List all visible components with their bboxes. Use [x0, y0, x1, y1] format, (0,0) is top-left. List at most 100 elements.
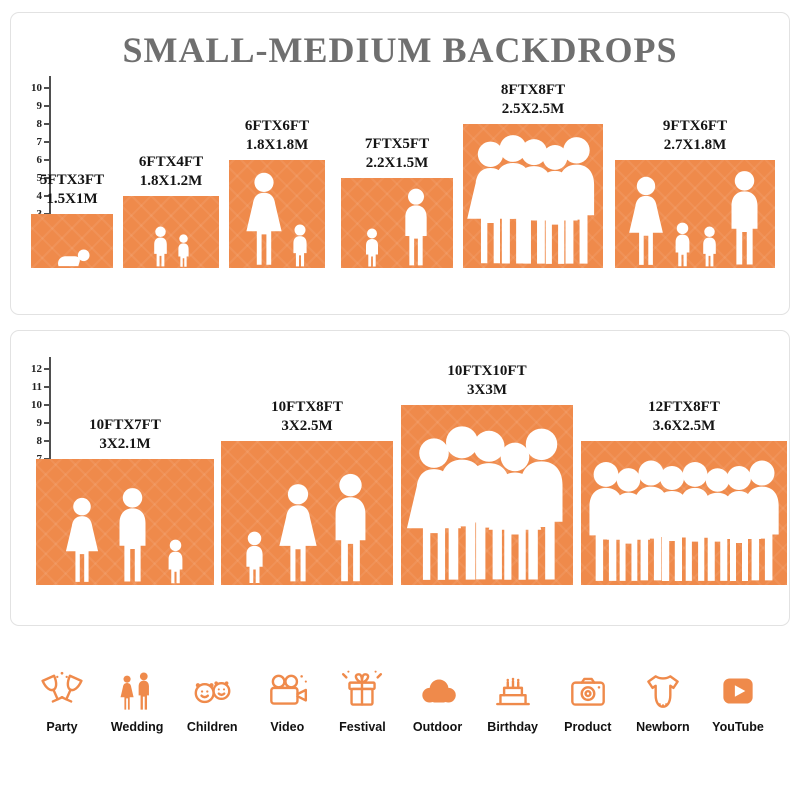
size-ft: 9FTX6FT	[662, 117, 728, 134]
ruler-tick: 8	[36, 118, 50, 130]
category-youtube: YouTube	[702, 668, 774, 734]
category-outdoor: Outdoor	[402, 668, 474, 734]
ruler-tick: 10	[31, 399, 51, 411]
size-m: 1.8X1.2M	[139, 172, 203, 189]
size-m: 3X2.5M	[281, 417, 333, 434]
children-icon	[194, 681, 231, 704]
backdrop-size-label: 12FTX8FT 3.6X2.5M	[648, 398, 720, 436]
large-panel: 12 11 10 9 8 7 6 5 4 3 2 1 10FTX7FT 3X2.…	[10, 330, 790, 626]
size-ft: 10FTX8FT	[271, 398, 343, 415]
backdrop-group-6ftx6ft: 6FTX6FT 1.8X1.8M	[229, 117, 325, 268]
size-m: 2.5X2.5M	[501, 100, 565, 117]
festival-icon	[342, 670, 383, 706]
size-m: 3X2.1M	[99, 435, 151, 452]
newborn-icon	[647, 675, 679, 708]
backdrop-size-label: 6FTX4FT 1.8X1.2M	[139, 153, 203, 191]
adult-silhouette-icon	[737, 459, 787, 585]
ruler-tick: 10	[31, 82, 51, 94]
size-ft: 5FTX3FT	[39, 171, 105, 188]
size-m: 2.7X1.8M	[663, 136, 727, 153]
child-silhouette-icon	[289, 224, 311, 268]
woman-silhouette-icon	[63, 497, 101, 585]
video-icon	[270, 674, 308, 705]
child-silhouette-icon	[175, 234, 192, 268]
category-birthday: Birthday	[477, 668, 549, 734]
size-m: 1.5X1M	[46, 190, 98, 207]
category-newborn: Newborn	[627, 668, 699, 734]
backdrop-group-10ftx10ft: 10FTX10FT 3X3M	[401, 362, 573, 585]
size-ft: 6FTX4FT	[138, 153, 204, 170]
category-label: Video	[270, 720, 305, 734]
small-medium-panel: SMALL-MEDIUM BACKDROPS 10 9 8 7 6 5 4 3 …	[10, 12, 790, 315]
adult-silhouette-icon	[510, 427, 573, 585]
category-label: Birthday	[487, 720, 538, 734]
youtube-icon	[723, 678, 753, 704]
ruler-tick: 6	[36, 154, 50, 166]
adult-silhouette-icon	[328, 473, 373, 585]
category-video: Video	[251, 668, 323, 734]
ruler-tick: 9	[36, 100, 50, 112]
backdrop-group-5ftx3ft: 5FTX3FT 1.5X1M	[31, 171, 113, 268]
ruler-tick: 11	[31, 381, 52, 393]
woman-silhouette-icon	[243, 172, 285, 268]
category-wedding: Wedding	[101, 668, 173, 734]
adult-silhouette-icon	[113, 487, 152, 585]
backdrop-swatch	[401, 405, 573, 585]
backdrop-swatch	[221, 441, 393, 585]
size-ft: 8FTX8FT	[500, 81, 566, 98]
size-m: 3X3M	[466, 381, 507, 398]
woman-silhouette-icon	[276, 483, 320, 585]
child-silhouette-icon	[164, 539, 187, 585]
child-silhouette-icon	[699, 226, 720, 268]
child-silhouette-icon	[241, 531, 268, 585]
backdrop-swatch	[341, 178, 453, 268]
ruler-tick: 8	[36, 435, 50, 447]
backdrop-group-8ftx8ft: 8FTX8FT 2.5X2.5M	[463, 81, 603, 268]
wedding-icon	[120, 672, 150, 710]
outdoor-icon	[421, 679, 456, 703]
category-children: Children	[176, 668, 248, 734]
size-ft: 7FTX5FT	[364, 135, 430, 152]
backdrop-group-10ftx7ft: 10FTX7FT 3X2.1M	[36, 416, 214, 585]
size-ft: 12FTX8FT	[648, 398, 720, 415]
ruler-tick: 5	[36, 172, 50, 184]
backdrop-swatch	[36, 459, 214, 585]
category-festival: Festival	[326, 668, 398, 734]
size-m: 1.8X1.8M	[245, 136, 309, 153]
woman-silhouette-icon	[626, 176, 666, 268]
backdrop-size-label: 5FTX3FT 1.5X1M	[40, 171, 104, 209]
child-silhouette-icon	[362, 228, 382, 268]
size-m: 3.6X2.5M	[652, 417, 716, 434]
page-title: SMALL-MEDIUM BACKDROPS	[122, 30, 678, 70]
backdrop-size-label: 10FTX7FT 3X2.1M	[89, 416, 161, 454]
ruler-tick: 7	[36, 136, 50, 148]
size-ft: 6FTX6FT	[244, 117, 310, 134]
size-m: 2.2X1.5M	[365, 154, 429, 171]
backdrop-size-label: 10FTX10FT 3X3M	[447, 362, 526, 400]
backdrop-size-label: 7FTX5FT 2.2X1.5M	[365, 135, 429, 173]
adult-silhouette-icon	[725, 170, 764, 268]
adult-silhouette-icon	[400, 188, 432, 268]
category-label: Festival	[339, 720, 386, 734]
backdrop-swatch	[31, 214, 113, 268]
ruler-tick: 9	[36, 417, 50, 429]
category-party: Party	[26, 668, 98, 734]
birthday-icon	[495, 677, 530, 706]
backdrop-size-label: 8FTX8FT 2.5X2.5M	[501, 81, 565, 119]
backdrop-swatch	[463, 124, 603, 268]
backdrop-swatch	[581, 441, 787, 585]
backdrop-group-10ftx8ft: 10FTX8FT 3X2.5M	[221, 398, 393, 585]
category-label: Children	[186, 720, 238, 734]
category-label: YouTube	[712, 720, 764, 734]
party-icon	[41, 671, 83, 703]
backdrop-group-9ftx6ft: 9FTX6FT 2.7X1.8M	[615, 117, 775, 268]
size-ft: 10FTX7FT	[89, 416, 161, 433]
baby-silhouette-icon	[54, 248, 90, 268]
backdrop-swatch	[123, 196, 219, 268]
ruler-tick: 12	[31, 363, 51, 375]
backdrop-group-7ftx5ft: 7FTX5FT 2.2X1.5M	[341, 135, 453, 268]
backdrop-size-label: 9FTX6FT 2.7X1.8M	[663, 117, 727, 155]
backdrop-group-12ftx8ft: 12FTX8FT 3.6X2.5M	[581, 398, 787, 585]
backdrop-swatch	[615, 160, 775, 268]
